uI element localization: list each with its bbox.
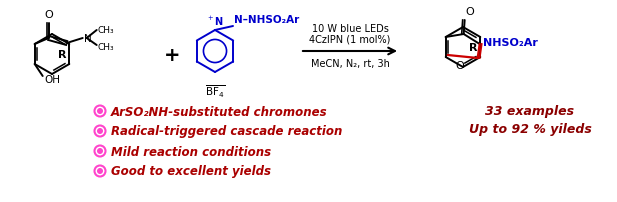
Text: 4CzIPN (1 mol%): 4CzIPN (1 mol%) (309, 34, 391, 44)
Text: O: O (466, 7, 474, 17)
Text: $\overline{\mathrm{BF_4}}$: $\overline{\mathrm{BF_4}}$ (205, 83, 225, 99)
Text: O: O (455, 61, 464, 71)
Text: Radical-triggered cascade reaction: Radical-triggered cascade reaction (111, 125, 342, 138)
Text: OH: OH (44, 75, 60, 85)
Text: O: O (44, 10, 53, 20)
Circle shape (97, 168, 103, 174)
Text: Up to 92 % yileds: Up to 92 % yileds (468, 123, 592, 136)
Circle shape (97, 128, 103, 134)
Text: +: + (164, 45, 180, 64)
Text: N–NHSO₂Ar: N–NHSO₂Ar (234, 15, 299, 25)
Text: ArSO₂NH-substituted chromones: ArSO₂NH-substituted chromones (111, 105, 328, 118)
Text: CH₃: CH₃ (97, 25, 114, 34)
Text: $^+$N: $^+$N (206, 15, 224, 28)
Text: R: R (469, 43, 478, 53)
Text: R: R (58, 50, 66, 60)
Circle shape (97, 108, 103, 115)
Text: 10 W blue LEDs: 10 W blue LEDs (312, 24, 389, 34)
Text: N: N (84, 34, 91, 44)
Text: NHSO₂Ar: NHSO₂Ar (482, 38, 537, 48)
Circle shape (97, 148, 103, 154)
Text: MeCN, N₂, rt, 3h: MeCN, N₂, rt, 3h (310, 59, 389, 69)
Text: CH₃: CH₃ (97, 42, 114, 51)
Text: Mild reaction conditions: Mild reaction conditions (111, 145, 271, 158)
Text: 33 examples: 33 examples (486, 105, 574, 118)
Text: Good to excellent yields: Good to excellent yields (111, 165, 271, 178)
